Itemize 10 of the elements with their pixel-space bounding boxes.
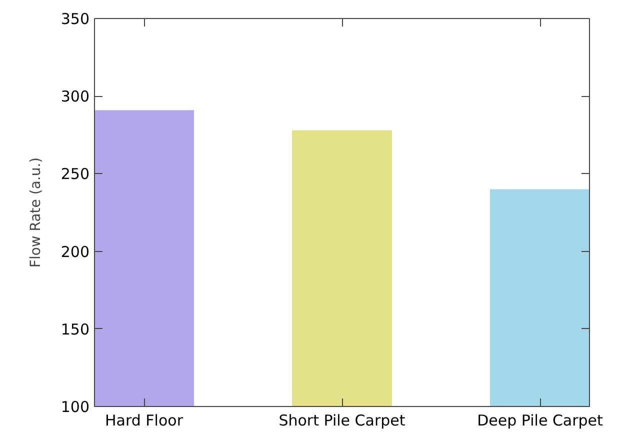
- y-tick-label: 350: [60, 10, 90, 28]
- y-axis-title: Flow Rate (a.u.): [28, 157, 44, 268]
- y-tick-label: 100: [60, 398, 90, 416]
- y-tick-label: 150: [60, 320, 90, 338]
- y-tick-label: 250: [60, 165, 90, 184]
- x-tick-label: Hard Floor: [105, 412, 184, 430]
- x-tick-label: Deep Pile Carpet: [477, 412, 604, 430]
- y-tick-label: 300: [60, 88, 90, 106]
- x-tick-label: Short Pile Carpet: [278, 412, 406, 430]
- y-tick-label: 200: [60, 242, 90, 261]
